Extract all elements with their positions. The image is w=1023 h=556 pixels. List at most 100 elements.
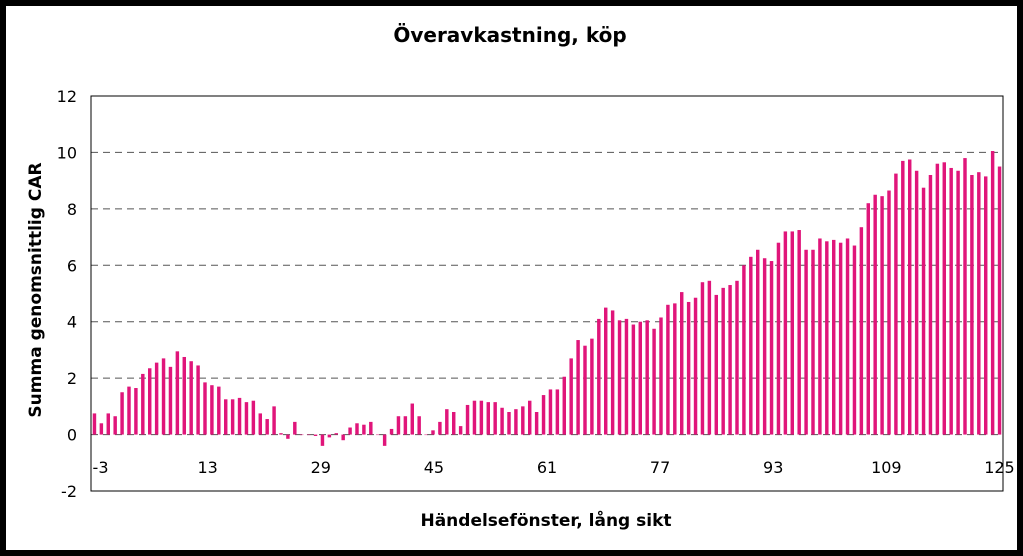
bar xyxy=(486,402,490,435)
bar xyxy=(610,310,615,435)
bar xyxy=(334,433,338,435)
y-tick-label: 10 xyxy=(57,143,77,162)
bar xyxy=(866,203,870,435)
bar xyxy=(113,416,117,435)
bar xyxy=(887,190,891,435)
bar xyxy=(182,356,186,435)
bar xyxy=(237,397,242,435)
chart-title: Överavkastning, köp xyxy=(393,23,626,47)
bar xyxy=(852,245,857,435)
bar xyxy=(894,173,898,435)
bar xyxy=(617,320,622,435)
gridlines xyxy=(91,151,1003,436)
bar xyxy=(161,358,166,435)
bar xyxy=(175,351,180,435)
bar xyxy=(445,409,449,435)
bar xyxy=(569,358,573,435)
bar xyxy=(873,194,877,435)
bar xyxy=(189,361,193,435)
bar xyxy=(783,231,788,435)
bar xyxy=(555,389,560,435)
bar xyxy=(134,388,138,435)
bar xyxy=(804,249,808,435)
bar xyxy=(935,163,940,435)
bar xyxy=(507,412,511,435)
bar xyxy=(645,320,649,435)
bar xyxy=(769,261,774,435)
bar xyxy=(320,434,325,446)
bar xyxy=(120,392,124,435)
bar xyxy=(583,345,587,435)
y-tick-label: 4 xyxy=(67,313,77,332)
bar xyxy=(403,416,408,435)
bar xyxy=(148,368,152,435)
bar xyxy=(534,412,539,435)
bar xyxy=(659,317,663,435)
bar xyxy=(818,238,822,435)
bar xyxy=(790,231,794,435)
bar xyxy=(196,365,200,435)
bar xyxy=(424,434,428,436)
bar xyxy=(341,434,345,441)
bar xyxy=(230,399,235,435)
bar xyxy=(265,419,269,435)
bar xyxy=(921,187,926,435)
bar xyxy=(465,404,470,435)
x-tick-label: 77 xyxy=(650,458,670,477)
bar xyxy=(348,427,352,435)
bar xyxy=(700,282,705,435)
bar xyxy=(825,241,829,435)
bar xyxy=(686,301,691,435)
bar xyxy=(458,426,463,435)
bar xyxy=(942,162,946,435)
bar xyxy=(590,338,594,435)
bar xyxy=(293,421,297,435)
bar xyxy=(707,280,712,435)
bar xyxy=(548,389,553,435)
y-axis-ticks: -2 0 2 4 6 8 10 12 xyxy=(57,87,77,501)
bar xyxy=(389,428,394,435)
bar xyxy=(901,160,905,435)
bar xyxy=(997,166,1002,435)
bar xyxy=(838,242,843,435)
plot-area xyxy=(90,95,1004,492)
bar xyxy=(714,294,718,435)
bar xyxy=(541,395,546,435)
bar xyxy=(977,172,981,435)
bar xyxy=(970,175,974,435)
bar xyxy=(258,413,262,435)
bar xyxy=(880,196,884,435)
bar xyxy=(431,430,435,435)
bar xyxy=(576,340,580,435)
bar xyxy=(313,434,318,436)
bar xyxy=(396,416,401,435)
bar xyxy=(811,249,815,435)
bar xyxy=(251,400,256,435)
bar xyxy=(949,167,953,435)
bar xyxy=(928,175,933,435)
bar xyxy=(521,406,525,435)
x-tick-label: -3 xyxy=(93,458,109,477)
bar xyxy=(693,297,698,435)
bar xyxy=(369,421,373,435)
bar xyxy=(963,158,967,435)
bar-series xyxy=(92,151,1002,446)
bar xyxy=(604,307,608,435)
bar xyxy=(728,285,732,435)
bar xyxy=(472,400,477,435)
bar xyxy=(438,421,442,435)
x-tick-label: 13 xyxy=(197,458,217,477)
bar xyxy=(244,402,249,435)
chart-frame: Överavkastning, köp Händelsefönster, lån… xyxy=(6,6,1017,550)
y-tick-label: 12 xyxy=(57,87,77,106)
bar xyxy=(914,170,919,435)
bar xyxy=(528,400,532,435)
bar xyxy=(749,256,753,435)
bar xyxy=(762,258,767,435)
bar xyxy=(984,176,988,435)
bar xyxy=(355,423,359,435)
y-axis-label: Summa genomsnittlig CAR xyxy=(26,162,46,417)
bar xyxy=(673,303,677,435)
x-tick-label: 125 xyxy=(984,458,1015,477)
bar xyxy=(376,434,380,436)
